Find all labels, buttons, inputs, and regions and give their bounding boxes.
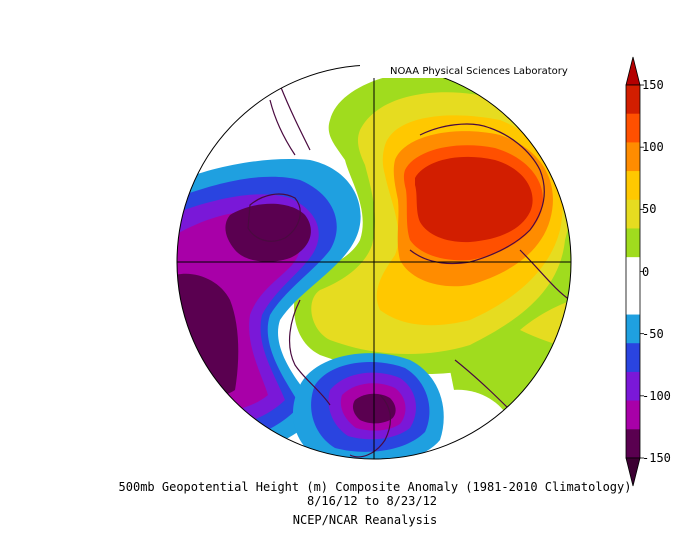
colorbar-tick-label: -50: [642, 326, 664, 341]
colorbar-tick-label: -150: [642, 451, 671, 465]
colorbar-segment: [626, 314, 640, 344]
colorbar-segment: [626, 400, 640, 430]
colorbar-max-arrow: [625, 56, 641, 86]
colorbar-segment: [626, 285, 640, 316]
attribution-label: NOAA Physical Sciences Laboratory: [390, 66, 568, 77]
colorbar-segment: [626, 85, 640, 115]
negative-anomaly-europe: [292, 353, 444, 459]
colorbar-segment: [626, 199, 640, 229]
caption-source: NCEP/NCAR Reanalysis: [292, 513, 438, 527]
colorbar: [625, 56, 644, 487]
colorbar-segment: [626, 228, 640, 258]
colorbar-segment: [626, 171, 640, 201]
colorbar-min-arrow: [625, 457, 641, 487]
colorbar-tick-label: 50: [642, 202, 657, 217]
attribution-background: [360, 63, 570, 78]
colorbar-segment: [626, 429, 640, 459]
colorbar-segment: [626, 113, 640, 143]
colorbar-tick-label: -100: [642, 388, 671, 403]
caption-dates: 8/16/12 to 8/23/12: [306, 494, 438, 508]
anomaly-field: [177, 65, 571, 459]
colorbar-tick-label: 100: [642, 140, 664, 155]
colorbar-tick-label: 0: [642, 264, 650, 279]
colorbar-segment: [626, 142, 640, 172]
caption-title: 500mb Geopotential Height (m) Composite …: [118, 480, 632, 494]
colorbar-tick-label: 150: [642, 78, 664, 92]
colorbar-segment: [626, 371, 640, 402]
positive-anomaly-region: [294, 70, 571, 374]
colorbar-segment: [626, 343, 640, 373]
colorbar-segment: [626, 257, 640, 287]
